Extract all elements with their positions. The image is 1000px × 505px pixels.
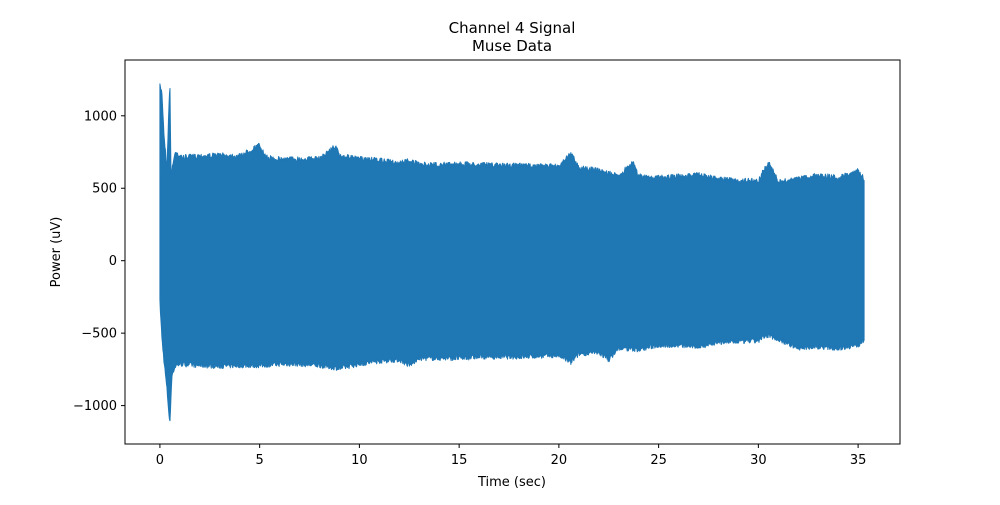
x-tick-label: 0 bbox=[156, 453, 164, 468]
y-tick-label: 500 bbox=[92, 182, 117, 197]
x-tick-label: 35 bbox=[850, 453, 867, 468]
signal-series-0 bbox=[159, 83, 865, 422]
chart-subtitle: Muse Data bbox=[472, 37, 552, 55]
y-axis-ticks: −1000 −500 0 500 1000 bbox=[73, 109, 125, 414]
x-axis-label: Time (sec) bbox=[477, 475, 546, 490]
x-tick-label: 5 bbox=[256, 453, 264, 468]
y-tick-label: 0 bbox=[109, 254, 117, 269]
x-tick-label: 30 bbox=[750, 453, 767, 468]
y-axis-label: Power (uV) bbox=[49, 217, 64, 288]
y-tick-label: −500 bbox=[81, 327, 117, 342]
x-tick-label: 25 bbox=[650, 453, 667, 468]
chart-title: Channel 4 Signal bbox=[449, 19, 576, 37]
x-tick-label: 15 bbox=[451, 453, 468, 468]
y-tick-label: 1000 bbox=[84, 109, 117, 124]
x-tick-label: 20 bbox=[551, 453, 568, 468]
y-tick-label: −1000 bbox=[73, 399, 117, 414]
x-axis-ticks: 0 5 10 15 20 25 30 35 bbox=[156, 444, 867, 468]
series-layer bbox=[159, 83, 865, 422]
x-tick-label: 10 bbox=[351, 453, 368, 468]
axes-frame bbox=[124, 59, 901, 445]
